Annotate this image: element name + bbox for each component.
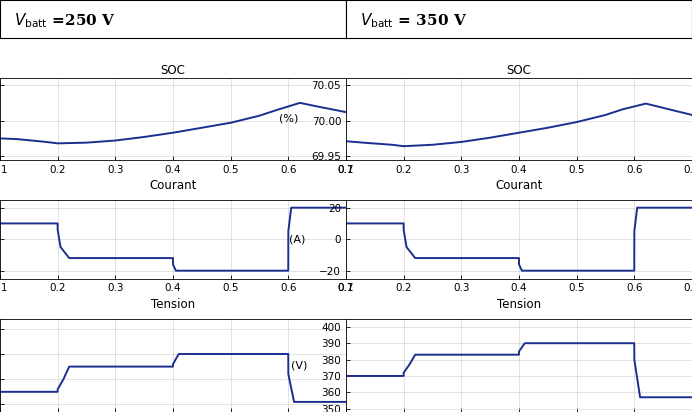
X-axis label: Tension: Tension — [151, 297, 195, 311]
Y-axis label: (V): (V) — [291, 360, 307, 370]
Y-axis label: (A): (A) — [289, 234, 305, 244]
X-axis label: Courant: Courant — [149, 179, 197, 192]
X-axis label: Tension: Tension — [497, 297, 541, 311]
X-axis label: Courant: Courant — [495, 179, 543, 192]
Title: SOC: SOC — [507, 64, 531, 77]
Title: SOC: SOC — [161, 64, 185, 77]
Text: $V_{\rm batt}$ = 350 V: $V_{\rm batt}$ = 350 V — [360, 12, 467, 30]
Y-axis label: (%): (%) — [280, 114, 299, 124]
Text: $V_{\rm batt}$ =250 V: $V_{\rm batt}$ =250 V — [14, 12, 116, 30]
